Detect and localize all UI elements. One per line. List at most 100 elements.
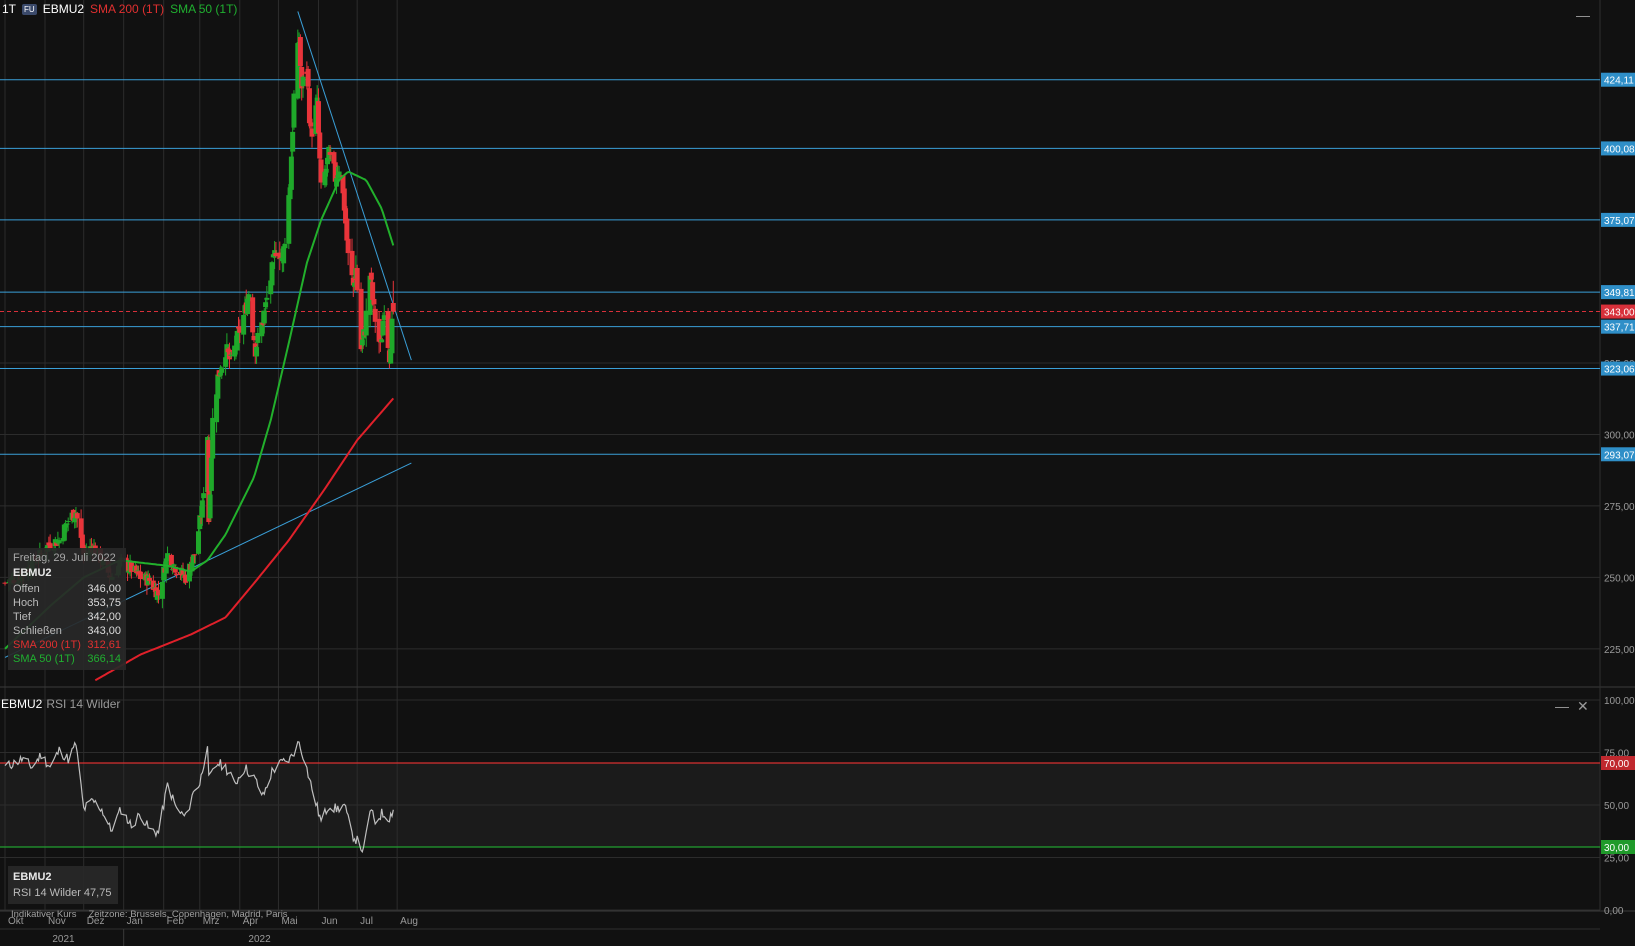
candle-body <box>308 122 314 127</box>
candle-body <box>341 188 347 211</box>
candle-body <box>186 563 192 582</box>
tooltip-label: Offen <box>13 583 40 595</box>
candle-body <box>297 37 303 66</box>
price-axis-label: 300,00 <box>1604 430 1635 441</box>
candle-body <box>352 282 358 287</box>
level-tag: 424,11 <box>1601 72 1635 87</box>
x-axis-month-label: Jun <box>321 916 337 927</box>
x-axis-month-label: Aug <box>400 916 418 927</box>
candle-body <box>344 218 350 241</box>
timezone-note: Zeitzone: Brussels, Copenhagen, Madrid, … <box>88 909 288 920</box>
x-axis-month-label: Dez <box>87 916 105 927</box>
candle-body <box>278 257 284 259</box>
candle-body <box>74 513 80 519</box>
candle-body <box>381 315 387 321</box>
candle-body <box>170 568 176 570</box>
candle-body <box>317 132 323 159</box>
rsi-axis-label: 75,00 <box>1604 749 1629 760</box>
candle-body <box>359 339 365 346</box>
level-tag-bg <box>1601 72 1635 87</box>
chart-header: 1T FU EBMU2 SMA 200 (1T) SMA 50 (1T) <box>2 2 237 16</box>
x-axis-month-label: Feb <box>167 916 185 927</box>
candle-body <box>207 494 213 519</box>
candle-body <box>251 335 257 341</box>
candle-body <box>206 440 212 522</box>
candle-body <box>371 298 377 305</box>
candle-body <box>197 515 203 530</box>
level-tag: 400,08 <box>1601 141 1635 156</box>
candle-body <box>217 372 223 376</box>
candle-body <box>254 347 260 357</box>
candle-body <box>172 566 178 573</box>
candle-body <box>165 553 171 561</box>
sma50-legend[interactable]: SMA 50 (1T) <box>170 2 238 16</box>
tooltip-value: 353,75 <box>87 597 121 609</box>
candle-body <box>214 394 220 423</box>
rsi-symbol[interactable]: EBMU2 <box>1 697 43 711</box>
tooltip-symbol: EBMU2 <box>13 567 52 579</box>
candle-body <box>268 280 274 295</box>
sma200-legend[interactable]: SMA 200 (1T) <box>90 2 165 16</box>
candle-body <box>245 298 251 315</box>
x-axis-year-label: 2021 <box>52 934 75 945</box>
candle-body <box>223 357 229 367</box>
tooltip-label: Schließen <box>13 625 62 637</box>
rsi-axis-label: 50,00 <box>1604 801 1629 812</box>
symbol-label[interactable]: EBMU2 <box>42 2 85 16</box>
candle-body <box>345 238 351 254</box>
level-tag: 323,06 <box>1601 361 1635 376</box>
rsi-panel-header: EBMU2 RSI 14 Wilder <box>1 697 120 711</box>
tooltip-row-sma200: SMA 200 (1T) 312,61 <box>13 638 121 652</box>
minimize-icon[interactable]: — <box>1576 7 1590 23</box>
candle-body <box>189 562 195 572</box>
candle-body <box>171 564 177 566</box>
level-tag-text: 323,06 <box>1604 365 1635 376</box>
candle-body <box>161 566 167 581</box>
candle-body <box>349 250 355 276</box>
candle-body <box>128 561 134 572</box>
timeframe-label[interactable]: 1T <box>2 2 17 16</box>
candle-body <box>208 457 214 491</box>
candle-body <box>134 565 140 573</box>
candle-body <box>259 322 265 337</box>
tooltip-row-high: Hoch 353,75 <box>13 596 121 610</box>
candle-body <box>180 570 186 576</box>
candles-group <box>2 29 396 609</box>
candle-body <box>290 131 296 152</box>
price-axis-label: 225,00 <box>1604 645 1635 656</box>
candle-body <box>273 253 279 257</box>
candle-body <box>241 314 247 335</box>
tooltip-label: SMA 50 (1T) <box>13 653 75 665</box>
candle-body <box>196 531 201 554</box>
candle-body <box>47 543 53 549</box>
candle-body <box>72 517 78 523</box>
candle-body <box>263 302 269 308</box>
current-price-tag-bg <box>1601 304 1635 319</box>
candle-body <box>255 332 261 343</box>
rsi-tooltip-label: RSI 14 Wilder <box>13 887 81 899</box>
candle-body <box>350 277 356 286</box>
candle-body <box>376 318 382 342</box>
candle-body <box>232 345 238 357</box>
level-tag-bg <box>1601 447 1635 462</box>
level-tag-text: 349,81 <box>1604 288 1635 299</box>
tooltip-value: 343,00 <box>87 625 121 637</box>
close-panel-icon[interactable]: ✕ <box>1577 698 1589 714</box>
candle-body <box>323 168 329 173</box>
rsi-indicator-label[interactable]: RSI 14 Wilder <box>46 697 121 711</box>
candle-body <box>277 252 283 260</box>
candle-body <box>336 171 342 178</box>
candle-body <box>54 542 60 546</box>
candle-body <box>61 524 67 541</box>
ohlc-tooltip: Freitag, 29. Juli 2022 EBMU2 Offen 346,00… <box>8 548 126 670</box>
candle-body <box>269 262 275 286</box>
candle-body <box>282 243 288 249</box>
minimize-panel-icon[interactable]: — <box>1555 698 1569 714</box>
rsi-axis-label: 0,00 <box>1604 906 1624 917</box>
tooltip-label: Hoch <box>13 597 39 609</box>
tooltip-value: 312,61 <box>87 639 121 651</box>
level-tag-bg <box>1601 361 1635 376</box>
candle-body <box>137 571 143 580</box>
candle-body <box>174 573 180 575</box>
